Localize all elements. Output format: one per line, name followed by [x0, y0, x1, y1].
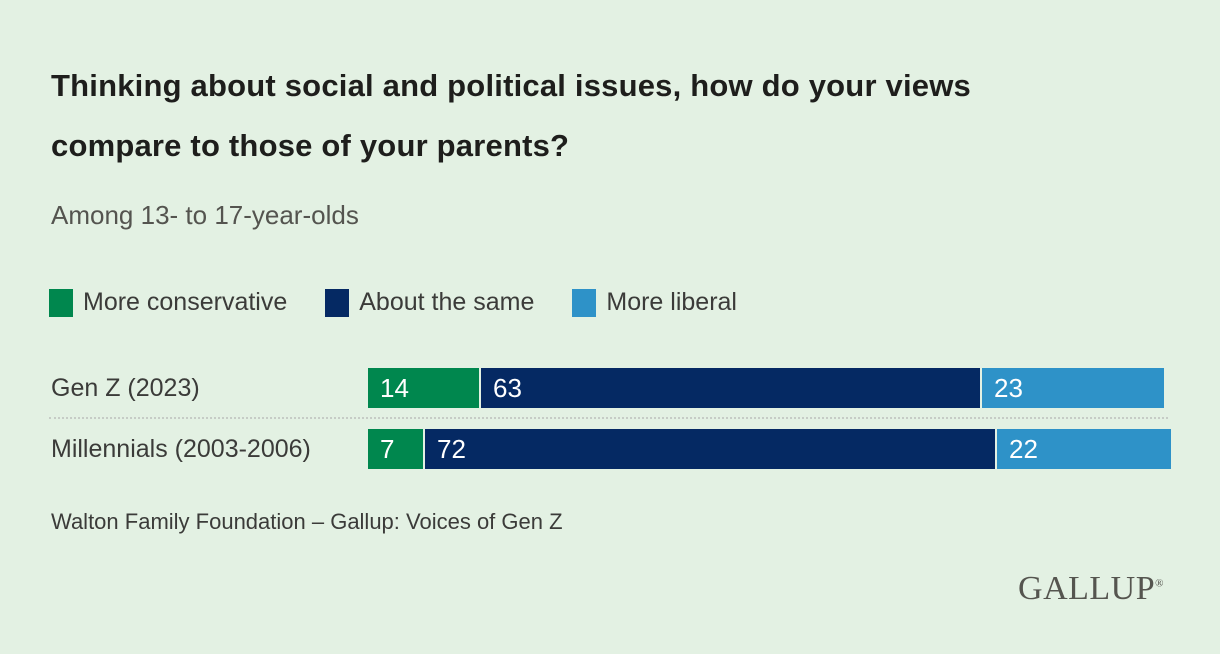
category-label: Gen Z (2023) — [51, 374, 200, 402]
registered-trademark-icon: ® — [1155, 577, 1164, 590]
legend-label: About the same — [359, 288, 535, 316]
legend-swatch-icon — [572, 288, 597, 317]
legend-label: More conservative — [83, 288, 288, 316]
legend-item: About the same — [325, 288, 534, 317]
bar-segment: 63 — [481, 368, 980, 408]
bar-segment: 23 — [982, 368, 1164, 408]
row-divider — [49, 417, 1168, 419]
bar-row: Gen Z (2023) 14 63 23 — [0, 368, 1220, 408]
stacked-bar: 14 63 23 — [368, 368, 1164, 408]
legend-swatch-icon — [325, 288, 350, 317]
bar-segment: 22 — [997, 429, 1171, 469]
source-text: Walton Family Foundation – Gallup: Voice… — [51, 509, 563, 534]
bar-segment: 14 — [368, 368, 479, 408]
stacked-bar: 7 72 22 — [368, 429, 1171, 469]
legend-label: More liberal — [606, 288, 737, 316]
bar-row: Millennials (2003-2006) 7 72 22 — [0, 429, 1220, 469]
chart-title: Thinking about social and political issu… — [51, 68, 971, 163]
bar-segment: 72 — [425, 429, 995, 469]
legend-item: More liberal — [572, 288, 737, 317]
bar-segment: 7 — [368, 429, 423, 469]
legend: More conservative About the same More libe… — [49, 288, 737, 317]
gallup-logo: GALLUP® — [1018, 570, 1164, 608]
category-label: Millennials (2003-2006) — [51, 435, 311, 463]
legend-item: More conservative — [49, 288, 287, 317]
legend-swatch-icon — [49, 288, 73, 317]
gallup-wordmark: GALLUP — [1018, 570, 1156, 607]
chart-subtitle: Among 13- to 17-year-olds — [51, 200, 359, 230]
